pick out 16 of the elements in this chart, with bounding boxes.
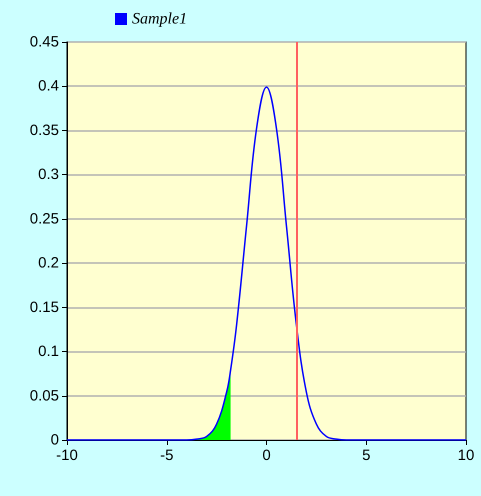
- x-tick-label: 0: [262, 447, 271, 464]
- x-tick-label: 5: [362, 447, 370, 464]
- y-tick-label: 0.15: [30, 298, 59, 316]
- y-tick-label: 0.45: [30, 34, 59, 50]
- legend-label: Sample1: [132, 10, 188, 28]
- y-tick-label: 0.1: [38, 343, 59, 360]
- x-tick-label: -5: [160, 447, 174, 464]
- y-tick-label: 0.4: [38, 78, 59, 95]
- y-tick-label: 0.3: [38, 166, 59, 184]
- y-tick-label: 0.05: [30, 387, 59, 404]
- y-tick-label: 0.25: [30, 210, 59, 228]
- y-tick-label: 0.35: [30, 122, 59, 139]
- y-tick-label: 0: [50, 432, 59, 448]
- y-tick-label: 0.2: [38, 254, 59, 272]
- x-tick-label: 10: [458, 447, 474, 464]
- x-tick-label: -10: [56, 447, 78, 464]
